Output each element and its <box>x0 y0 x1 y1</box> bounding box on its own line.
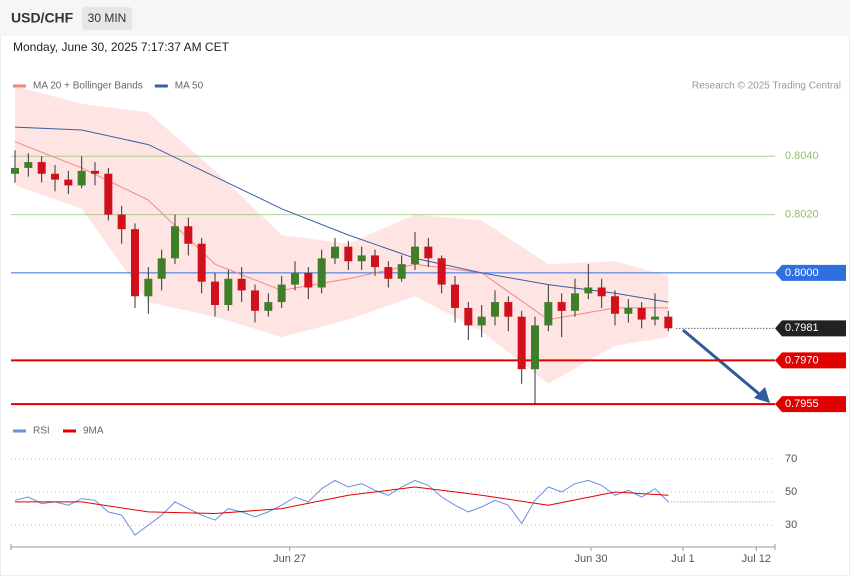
subtitle: Monday, June 30, 2025 7:17:37 AM CET <box>13 40 230 54</box>
candle-body <box>144 278 153 297</box>
rsi-tick-label: 50 <box>785 486 797 498</box>
candle-body <box>557 302 566 311</box>
x-tick-label: Jun 30 <box>574 553 607 565</box>
candle-body <box>51 173 59 180</box>
level-label: 0.7970 <box>785 354 819 366</box>
rsi-line <box>14 479 669 536</box>
candle-body <box>357 255 366 262</box>
candle-body <box>171 226 179 259</box>
candle-body <box>264 302 273 311</box>
candle-body <box>504 302 513 317</box>
rsi-legend-label: RSI <box>33 426 50 437</box>
source: Research © 2025 Trading Central <box>692 81 841 92</box>
timeframe-box <box>82 7 132 30</box>
rsi-legend-label: 9MA <box>83 426 104 437</box>
level-label: 0.8020 <box>785 208 819 220</box>
x-tick-label: Jul 1 <box>671 553 694 565</box>
candle-body <box>184 226 193 244</box>
candle-body <box>157 258 166 279</box>
candle-body <box>131 229 139 297</box>
candle-body <box>437 258 446 285</box>
legend-label: MA 50 <box>175 81 204 92</box>
candle-body <box>424 246 433 259</box>
candle-body <box>37 162 46 174</box>
candle-body <box>531 325 539 370</box>
rsi-tick-label: 70 <box>785 453 797 465</box>
candle-body <box>317 258 326 288</box>
candle-body <box>384 267 393 279</box>
level-box <box>775 264 846 281</box>
forecast-arrowhead <box>754 387 770 403</box>
candle-body <box>64 179 73 186</box>
candle-body <box>237 278 246 291</box>
candle-body <box>517 316 526 370</box>
candle-body <box>344 246 353 262</box>
candle-body <box>211 281 219 305</box>
level-label: 0.7955 <box>785 398 819 410</box>
legend-label: MA 20 + Bollinger Bands <box>33 81 143 92</box>
candle-body <box>397 264 406 279</box>
ma-line <box>14 126 669 303</box>
candle-body <box>571 293 579 311</box>
candle-body <box>331 246 339 259</box>
ma-line <box>14 141 669 321</box>
candle-body <box>624 307 633 314</box>
level-box <box>775 320 846 337</box>
candle-body <box>251 290 259 311</box>
rsi-line <box>15 486 669 515</box>
candle-body <box>544 302 553 326</box>
rsi-tick-label: 30 <box>785 519 797 531</box>
candle-body <box>104 173 113 215</box>
level-box <box>775 396 846 413</box>
candle-body <box>664 316 673 329</box>
candle-body <box>291 272 299 285</box>
candle-body <box>197 243 206 282</box>
candle-body <box>24 162 33 168</box>
candle-body <box>11 167 19 174</box>
candle-body <box>371 255 379 268</box>
candle-body <box>277 284 286 303</box>
x-tick-label: Jun 27 <box>273 553 306 565</box>
x-tick-label: Jul 12 <box>742 553 771 565</box>
candle-body <box>637 307 646 320</box>
candle-body <box>597 287 606 297</box>
candle-body <box>584 287 593 294</box>
candle-body <box>224 278 233 305</box>
candle-body <box>651 316 659 320</box>
candle-body <box>304 272 313 288</box>
level-label: 0.8040 <box>785 150 819 162</box>
level-label: 0.7981 <box>785 322 819 334</box>
level-label: 0.8000 <box>785 267 819 279</box>
forecast-arrow <box>682 328 765 400</box>
candle-body <box>77 170 86 186</box>
timeframe: 30 MIN <box>88 11 127 25</box>
candle-body <box>477 316 486 326</box>
chart-title: USD/CHF <box>11 10 74 26</box>
candle-body <box>464 307 473 326</box>
candle-body <box>117 214 126 230</box>
candle-body <box>491 302 499 317</box>
candle-body <box>451 284 459 308</box>
candle-body <box>611 296 619 314</box>
candle-body <box>411 246 419 265</box>
level-box <box>775 352 846 369</box>
candle-body <box>91 170 99 174</box>
header-bar <box>0 0 850 36</box>
